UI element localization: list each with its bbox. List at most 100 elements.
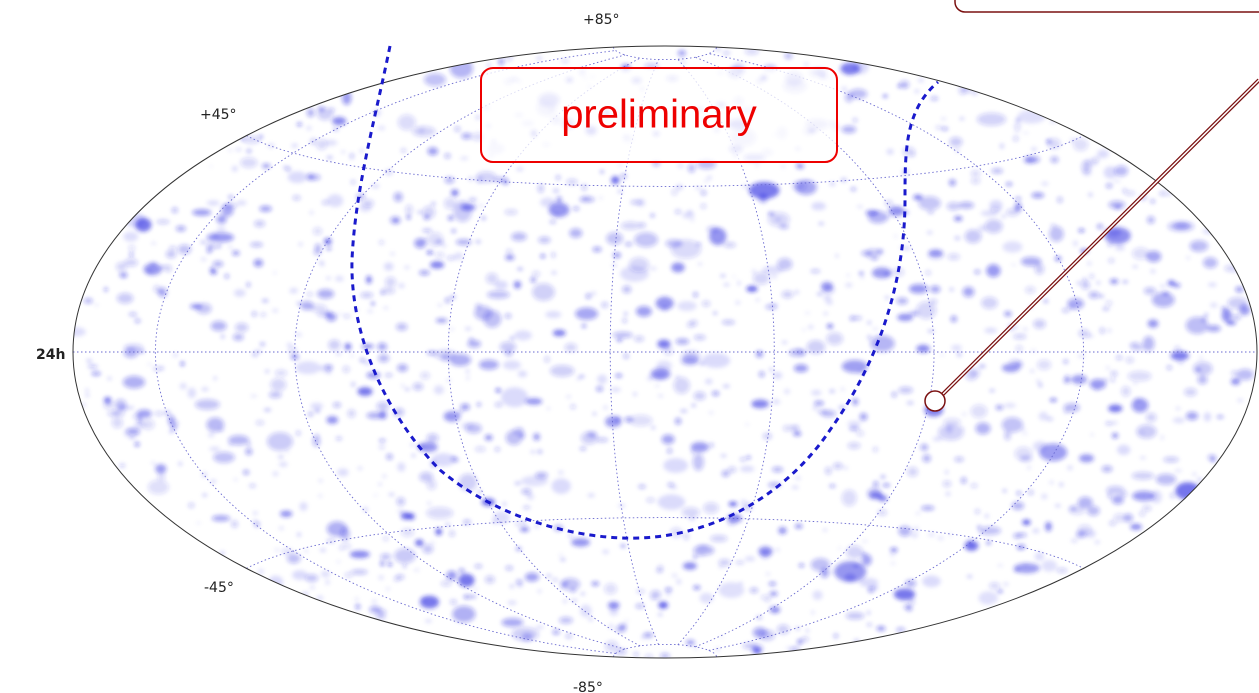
blob (1082, 168, 1091, 176)
blob (868, 335, 871, 339)
blob (629, 415, 652, 426)
blob (501, 387, 528, 407)
blob (466, 369, 469, 373)
blob (1073, 241, 1078, 247)
blob (213, 235, 217, 237)
blob (210, 269, 217, 274)
blob (923, 455, 931, 463)
blob (119, 272, 127, 277)
blob (405, 388, 409, 390)
blob (386, 454, 393, 460)
blob (422, 544, 433, 553)
blob (295, 361, 320, 374)
blob (868, 211, 888, 223)
blob (892, 392, 897, 398)
blob (420, 596, 439, 609)
blob (1210, 303, 1217, 308)
blob (971, 484, 978, 488)
blob (567, 395, 571, 398)
blob (1039, 412, 1048, 421)
blob (431, 542, 435, 544)
blob (943, 481, 952, 488)
blob (327, 194, 343, 207)
blob (990, 390, 995, 392)
blob (1079, 454, 1094, 462)
blob (894, 589, 915, 601)
blob (1031, 350, 1036, 352)
blob (415, 539, 424, 546)
blob (505, 566, 513, 570)
blob (705, 379, 712, 385)
blob (829, 485, 835, 488)
blob (318, 107, 325, 111)
blob (381, 291, 384, 294)
ra-label: 24h (36, 347, 65, 363)
blob (1015, 129, 1020, 132)
blob (1184, 388, 1197, 396)
blob (1205, 313, 1208, 317)
blob (692, 450, 695, 454)
blob (682, 62, 686, 65)
blob (428, 147, 439, 155)
blob (916, 302, 936, 320)
blob (1041, 494, 1047, 500)
blob (401, 148, 406, 152)
blob (1237, 369, 1254, 380)
blob (1035, 552, 1045, 561)
blob (984, 328, 997, 334)
blob (857, 206, 863, 208)
blob (885, 297, 888, 299)
blob (702, 301, 710, 307)
blob (84, 298, 93, 303)
blob (552, 271, 557, 274)
blob (1006, 209, 1019, 217)
blob (319, 261, 323, 265)
blob (124, 427, 139, 438)
blob (218, 429, 224, 432)
blob (1078, 355, 1086, 358)
blob (740, 466, 754, 473)
blob (310, 403, 323, 410)
blob (293, 195, 301, 200)
blob (612, 263, 617, 267)
blob (164, 411, 170, 416)
blob (372, 600, 377, 604)
blob (236, 148, 242, 151)
blob (135, 442, 140, 446)
blob (361, 344, 373, 348)
blob (838, 547, 841, 549)
blob (247, 282, 251, 287)
blob (1017, 545, 1025, 550)
blob (142, 419, 154, 429)
blob (688, 164, 695, 173)
blob (981, 297, 998, 309)
blob (739, 582, 743, 584)
blob (253, 511, 257, 514)
blob (616, 626, 626, 633)
blob (651, 597, 656, 599)
blob (1111, 378, 1115, 382)
blob (589, 618, 593, 620)
blob (941, 354, 943, 356)
blob (231, 521, 238, 528)
blob (967, 575, 972, 578)
blob (674, 377, 690, 394)
blob (1070, 507, 1077, 512)
blob (1078, 229, 1084, 232)
blob (662, 435, 675, 445)
blob (1095, 386, 1099, 390)
blob (1002, 215, 1006, 218)
blob (1238, 399, 1243, 402)
blob (836, 254, 838, 257)
blob (665, 588, 672, 592)
blob (986, 542, 990, 545)
blob (714, 312, 717, 314)
blob (945, 470, 948, 474)
blob (461, 133, 471, 139)
blob (691, 219, 694, 222)
blob (300, 301, 313, 310)
blob (253, 520, 257, 523)
blob (449, 531, 455, 537)
blob (368, 310, 373, 313)
blob (1126, 357, 1134, 363)
